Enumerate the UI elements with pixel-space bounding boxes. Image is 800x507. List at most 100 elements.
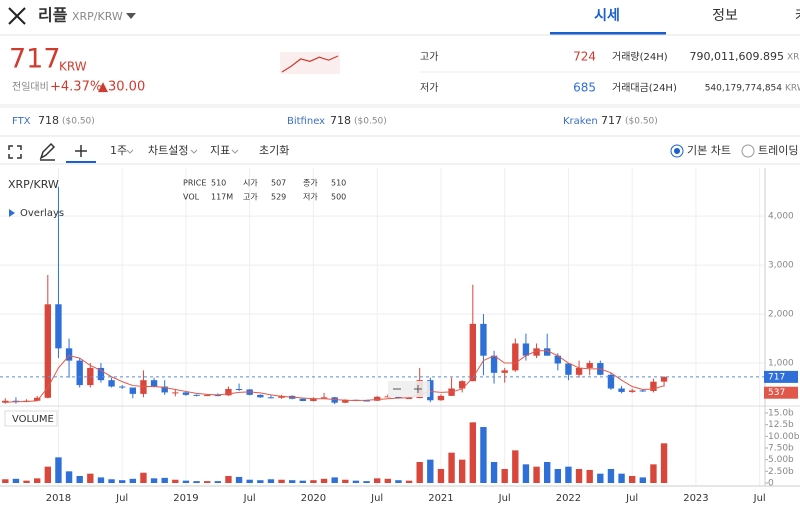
value: 540,179,774,854: [705, 84, 783, 94]
interval[interactable]: 1주: [110, 144, 127, 157]
volume-bar: [405, 480, 413, 483]
volume-bar: [522, 464, 530, 483]
reset[interactable]: 초기화: [259, 144, 289, 157]
trading-chart[interactable]: 트레이딩: [758, 144, 798, 157]
volume-bar: [140, 472, 147, 483]
volume-bar: [607, 469, 615, 483]
volume-bar: [65, 471, 73, 483]
info-label: VOL: [183, 193, 200, 202]
price-badge-label: 717: [768, 372, 785, 382]
chart: 2018 Jul 2019 Jul 2020 Jul 2021 Jul 2022 Jul 2023 J…: [0, 165, 800, 507]
candle-body: [150, 380, 158, 387]
candle-body: [607, 374, 615, 389]
radio[interactable]: [741, 144, 755, 158]
x-tick-label: 2022: [556, 493, 581, 504]
x-tick-label: Jul: [498, 493, 511, 504]
volume-bar: [374, 478, 381, 483]
candle-body: [554, 355, 561, 364]
volume-bar: [44, 466, 51, 483]
tab[interactable]: 정보: [712, 8, 738, 24]
candle-body: [214, 395, 221, 397]
volume-bar: [225, 476, 232, 483]
candle-body: [119, 386, 126, 388]
chart-settings[interactable]: 차트설정: [148, 144, 188, 157]
candle-body: [437, 395, 445, 401]
dropdown[interactable]: [126, 13, 136, 19]
volume-bar: [597, 473, 604, 483]
candle-body: [65, 348, 73, 361]
candle-body: [310, 398, 317, 401]
sparkline-bg: [280, 52, 340, 74]
overlays[interactable]: Overlays: [20, 208, 64, 219]
tab[interactable]: 시세: [594, 8, 620, 24]
candle-body: [44, 304, 51, 398]
volume-bar: [437, 469, 445, 483]
value-label: 거래대금(24H): [612, 82, 677, 94]
change-label: 전일대비: [12, 81, 49, 93]
volume-bar: [12, 478, 20, 483]
candle-body: [660, 376, 668, 382]
candle-body: [512, 343, 519, 371]
candle-body: [320, 397, 328, 399]
volume-bar: [299, 480, 306, 483]
volume-bar: [87, 473, 94, 483]
low: 685: [573, 81, 596, 95]
volume-bar: [172, 479, 179, 483]
fullscreen-icon[interactable]: [8, 145, 22, 159]
volume-bar: [363, 481, 370, 483]
logo[interactable]: [8, 7, 26, 25]
y2-tick-label: 5.00b: [768, 455, 794, 465]
candle-body: [544, 348, 551, 356]
volume-bar: [214, 481, 221, 483]
info-label: PRICE: [183, 179, 206, 188]
volume-bar: [182, 480, 190, 483]
change-pct: +4.37%: [50, 80, 102, 95]
crosshair-icon[interactable]: [66, 145, 96, 163]
volume-bar: [2, 479, 9, 483]
tab[interactable]: 커: [795, 8, 800, 24]
volume-bar: [108, 479, 115, 483]
volume-bar: [650, 464, 657, 483]
candle-body: [97, 367, 105, 381]
overlays-arrow[interactable]: [9, 209, 15, 217]
candle-body: [374, 396, 381, 401]
volume-bar: [448, 452, 455, 483]
candle-body: [469, 323, 476, 382]
value-unit: KRW: [785, 84, 800, 94]
info-value: 500: [331, 193, 346, 202]
chevrons: [126, 149, 239, 154]
x-tick-label: 2019: [173, 493, 198, 504]
high: 724: [573, 50, 596, 64]
exchange-name: Kraken: [563, 116, 598, 127]
volume-bar: [480, 427, 487, 483]
radio-dot: [674, 148, 680, 154]
candle-body: [161, 386, 168, 393]
candle-body: [34, 397, 41, 401]
volume-bar: [267, 479, 275, 483]
y-tick-label: 1,000: [768, 359, 794, 369]
info-label: 종가: [303, 179, 318, 188]
volume-unit: XRP: [787, 53, 800, 63]
zoom-controls[interactable]: [388, 381, 430, 397]
volume-bar: [34, 478, 41, 483]
draw-icon[interactable]: [39, 142, 56, 161]
volume-bar: [469, 422, 476, 483]
candle-body: [522, 343, 530, 356]
candle-body: [235, 388, 243, 390]
exchange-usd: ($0.50): [62, 117, 95, 127]
info-value: 117M: [211, 193, 233, 202]
exchange-price: 718: [38, 114, 59, 127]
high-label: 고가: [420, 51, 438, 63]
basic-chart[interactable]: 기본 차트: [687, 144, 731, 157]
radio[interactable]: [670, 144, 684, 158]
volume-bar: [618, 473, 625, 483]
info-value: 510: [331, 179, 346, 188]
volume-bar: [55, 457, 62, 483]
candle-body: [427, 380, 434, 401]
candle-body: [533, 348, 540, 356]
indicators[interactable]: 지표: [210, 144, 230, 157]
candle-body: [193, 394, 200, 396]
volume-box: [4, 410, 58, 427]
